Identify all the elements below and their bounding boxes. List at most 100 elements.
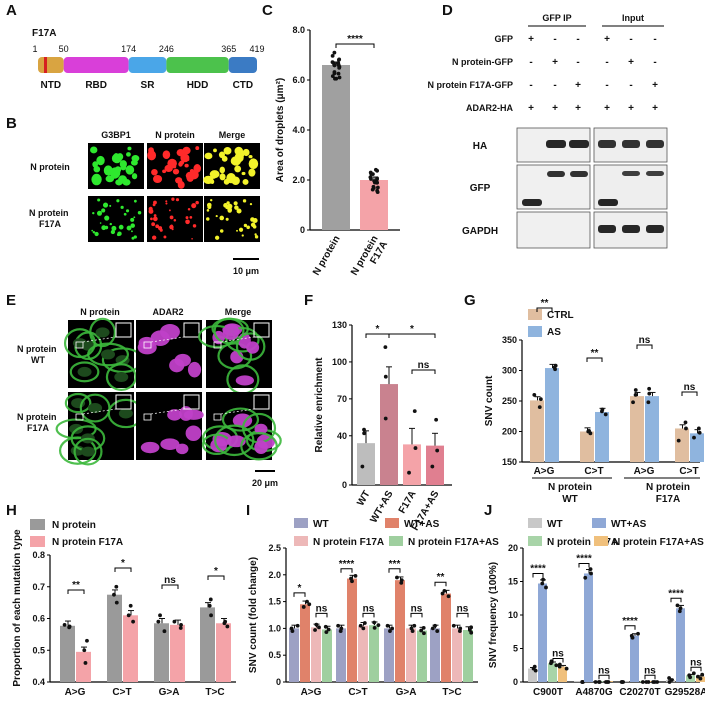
i-point [361,626,366,631]
i-sig-label: ns [411,603,423,614]
condition-mark: + [628,57,634,68]
header-gfp-ip: GFP IP [542,13,571,23]
i-point [421,625,426,630]
j-point [678,606,683,611]
h-legend-label-0: N protein [52,520,96,531]
e-image-r2-c2-nucleus [185,425,202,441]
h-point [131,619,136,624]
b-image-r2-c3-droplet [250,222,256,228]
j-sig-label: ns [552,649,564,660]
b-image-r2-c2-droplet [169,224,174,230]
b-image-r2-c1-droplet [97,198,101,202]
i-point [339,626,344,631]
j-point [541,577,545,582]
i-bar [384,628,394,682]
row-label-f17a-e: N protein F17A [17,412,59,433]
g-legend-label-0: CTRL [547,310,574,321]
b-image-r1-c2-droplet [186,173,194,182]
chart-c-droplet-area: 0 2.0 4.0 6.0 8.0 Area of droplets (μm²) N pro… [275,25,400,278]
b-image-r2-c2-droplet [192,224,197,228]
row-label-f17a-e-line1: N protein [17,412,57,422]
g-point [692,435,696,440]
i-point [307,602,312,607]
b-image-r2-c3 [204,196,260,242]
e-image-r1-c1-cell-interior [101,349,116,360]
b-image-r2-c3-droplet [249,202,253,206]
g-point [697,430,702,435]
e-image-r1-c3-nucleus [246,341,260,354]
i-point [358,623,363,628]
g-point [646,400,651,405]
h-bar [200,607,215,682]
blot-label-gapdh: GAPDH [462,226,498,237]
condition-mark: - [653,57,656,68]
f-sig-label: ns [418,360,430,371]
b-image-r2-c3-droplet [236,208,242,214]
j-point [588,567,593,572]
b-image-r2-c1-droplet [110,229,116,235]
e-image-r1-c1-roi-box [75,341,84,349]
h-bar [76,651,91,682]
j-y-tick-label: 5 [513,644,518,654]
i-sig-label: ns [457,603,469,614]
i-bar [452,628,462,682]
f-y-tick-label: 130 [332,320,347,330]
j-point [687,673,692,678]
f-bar-2 [403,444,421,485]
h-y-tick-label: 0.5 [32,645,45,655]
e-image-r2-c3-cell [240,432,278,461]
j-sig-label: **** [530,564,546,575]
i-point [433,623,437,628]
domain-label-ntd: NTD [41,80,62,91]
panel-letter-a: A [6,2,17,19]
b-image-r1-c1-droplet [125,165,135,175]
b-image-r2-c2-droplet [175,198,180,202]
b-image-r2-c1-droplet [91,229,94,232]
j-point [644,680,649,684]
j-sig-bracket [690,666,702,672]
scale-bar-b-label: 10 μm [233,266,259,276]
condition-mark: - [629,80,632,91]
i-point [376,623,381,628]
j-legend-swatch-0 [528,518,542,528]
h-point [114,584,119,589]
j-legend-swatch-1 [592,518,606,528]
e-image-r2-c3-cell [214,424,255,457]
domain-rbd [63,57,129,73]
f-point [434,417,439,422]
g-sig-bracket [536,307,553,312]
g-y-tick-label: 150 [502,457,517,467]
domain-ntd [38,57,64,73]
b-image-r2-c3-droplet [233,201,238,206]
b-image-r2-c1-droplet [130,223,135,228]
g-point [647,391,652,396]
f-sig-bracket [411,369,436,374]
i-y-tick-label: 1.5 [268,597,281,607]
h-sig-bracket [207,575,225,580]
h-x-tick-label: T>C [205,687,224,698]
g-sig-label: ** [591,348,599,359]
b-image-r1-c3-droplet [234,165,242,173]
j-y-tick-label: 15 [508,577,518,587]
j-point [564,666,569,671]
c-point [336,71,341,76]
h-legend-swatch-0 [30,519,45,530]
h-point [114,600,119,605]
panel-letter-g: G [464,292,476,309]
i-point [372,625,377,630]
g-point [633,393,638,397]
h-x-tick-label: G>A [159,687,180,698]
b-image-r2-c3-droplet [225,217,229,221]
i-point [442,588,447,593]
b-image-r1-c1-droplet [131,173,138,180]
f-point [383,374,388,379]
panel-letter-j: J [484,502,492,519]
g-group-label: N protein F17A [646,482,690,505]
e-image-r2-c1-cell [64,392,92,414]
condition-mark: + [575,103,581,114]
b-image-r2-c1-droplet [94,231,99,237]
c-x-tick-line: N protein [311,234,342,278]
j-point [698,676,703,681]
i-point [409,626,414,631]
c-y-tick-label: 0 [300,225,305,235]
